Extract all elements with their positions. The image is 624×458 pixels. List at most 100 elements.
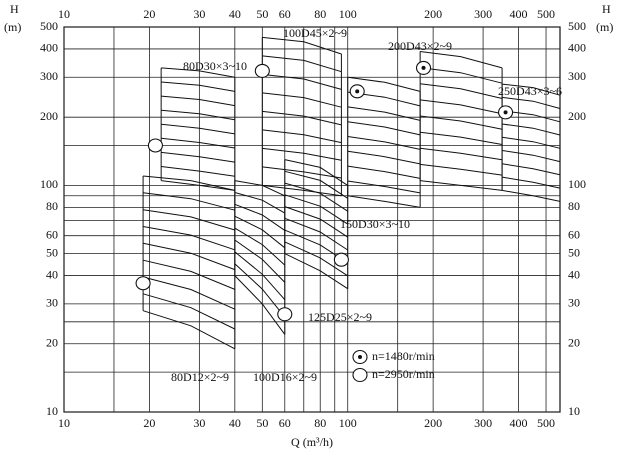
y-label-right: H [602,2,611,16]
y-label: H [10,2,19,16]
stage-curve [143,192,235,211]
x-label: Q (m³/h) [291,435,333,449]
y-unit-right: (m) [596,20,613,34]
top-curve [502,83,561,96]
x-tick-label-top: 10 [58,7,70,21]
stage-curve [347,180,421,194]
stage-curve [502,123,561,136]
x-tick-label-top: 80 [314,7,326,21]
x-tick-label: 300 [474,416,492,430]
bottom-curve [502,189,561,202]
x-tick-label: 80 [314,416,326,430]
x-tick-label-top: 200 [424,7,442,21]
x-tick-label: 10 [58,416,70,430]
stage-curve [161,151,235,163]
y-tick-label-right: 100 [568,177,586,191]
family-label: 100D16×2~9 [253,370,317,384]
stage-curve [347,121,421,136]
stage-curve [234,263,286,318]
stage-curve [284,206,348,238]
x-tick-label-top: 100 [339,7,357,21]
stage-curve [284,194,348,225]
stage-curve [142,276,236,310]
top-curve [161,67,235,78]
y-tick-label: 80 [46,199,58,213]
stage-curve [262,55,342,73]
y-tick-label: 400 [40,41,58,55]
stage-curve [284,241,348,277]
stage-curve [347,165,421,179]
x-tick-label-top: 20 [143,7,155,21]
x-tick-label-top: 50 [256,7,268,21]
stage-curve [420,99,503,115]
x-tick-label-top: 40 [229,7,241,21]
stage-curve [420,131,503,145]
bottom-curve [142,310,236,350]
family-label: 80D12×2~9 [171,370,229,384]
y-tick-label-right: 60 [568,227,580,241]
stage-curve [143,226,235,251]
stage-curve [420,83,503,99]
stage-curve [161,109,235,121]
x-tick-label-top: 300 [474,7,492,21]
bottom-curve [284,253,348,290]
stage-curve [347,106,421,121]
y-tick-label-right: 500 [568,19,586,33]
stage-curve [142,242,235,271]
y-tick-label: 30 [46,296,58,310]
bottom-curve [161,180,235,191]
stage-curve [420,115,503,130]
y-tick-label: 40 [46,267,58,281]
x-tick-label: 500 [537,416,555,430]
stage-curve [347,150,421,165]
x-tick-label: 400 [510,416,528,430]
stage-curve [262,147,342,161]
family-label: 100D45×2~9 [283,26,347,40]
top-curve [143,175,235,191]
top-curve [284,159,348,186]
stage-curve [420,163,503,176]
speed-marker-dot [421,65,426,70]
stage-curve [284,170,348,199]
y-tick-label: 300 [40,69,58,83]
speed-marker [352,367,368,383]
x-tick-label: 30 [193,416,205,430]
stage-curve [161,95,235,107]
x-tick-label: 40 [229,416,241,430]
stage-curve [142,259,235,290]
x-tick-label-top: 400 [510,7,528,21]
family-label: 200D43×2~9 [388,39,452,53]
x-tick-label: 100 [339,416,357,430]
speed-marker-dot [358,355,362,359]
y-tick-label: 20 [46,336,58,350]
stage-curve [161,123,235,135]
stage-curve [262,110,342,126]
stage-curve [143,209,235,231]
y-tick-label-right: 40 [568,267,580,281]
y-tick-label: 50 [46,245,58,259]
speed-marker [254,63,270,78]
stage-curve [262,92,342,108]
x-tick-label: 60 [279,416,291,430]
speed-marker-dot [503,110,508,115]
stage-curve [502,163,561,176]
y-tick-label-right: 50 [568,245,580,259]
y-tick-label-right: 300 [568,69,586,83]
x-tick-label-top: 30 [193,7,205,21]
stage-curve [502,96,561,109]
speed-marker [277,307,293,322]
x-tick-label: 50 [256,416,268,430]
bottom-curve [347,195,421,208]
y-tick-label: 10 [46,404,58,418]
top-curve [234,180,286,197]
y-tick-label-right: 200 [568,109,586,123]
stage-curve [234,251,286,301]
family-label: 250D43×3~6 [498,84,562,98]
y-tick-label-right: 10 [568,404,580,418]
bottom-curve [420,180,503,191]
stage-curve [161,166,235,177]
family-label: 150D30×3~10 [340,217,410,231]
stage-curve [234,192,286,214]
stage-curve [420,147,503,161]
